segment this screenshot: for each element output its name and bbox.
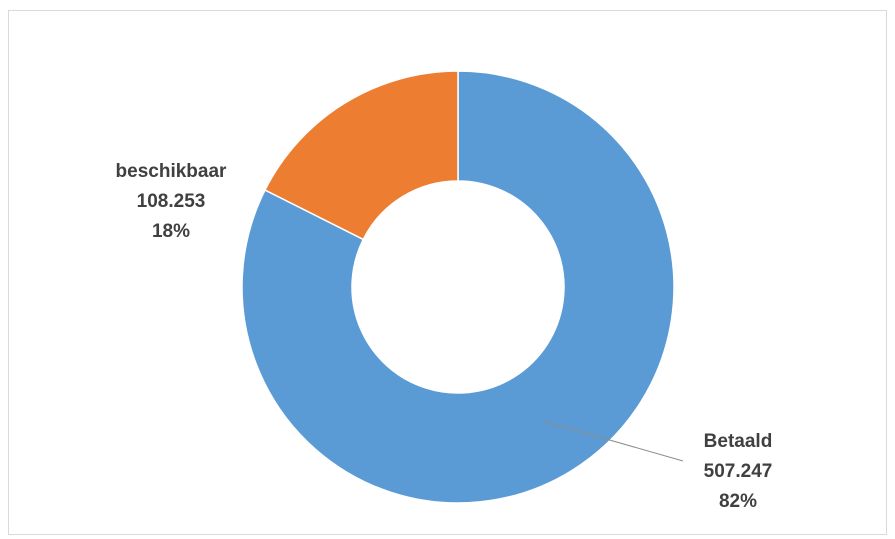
label-percent-beschikbaar: 18%: [151, 221, 191, 242]
label-category-beschikbaar: beschikbaar: [115, 161, 227, 182]
donut-chart: [241, 70, 684, 504]
label-category-betaald: Betaald: [703, 431, 773, 452]
data-label-betaald: Betaald 507.247 82%: [673, 427, 803, 517]
chart-frame: beschikbaar 108.253 18% Betaald 507.247 …: [8, 10, 887, 535]
slice-beschikbaar: [263, 70, 459, 241]
label-value-betaald: 507.247: [703, 461, 773, 482]
label-value-beschikbaar: 108.253: [136, 191, 206, 212]
slice-betaald: [241, 70, 675, 504]
label-percent-betaald: 82%: [718, 491, 758, 512]
data-label-beschikbaar: beschikbaar 108.253 18%: [91, 157, 251, 247]
leader-line-betaald: [542, 420, 684, 462]
